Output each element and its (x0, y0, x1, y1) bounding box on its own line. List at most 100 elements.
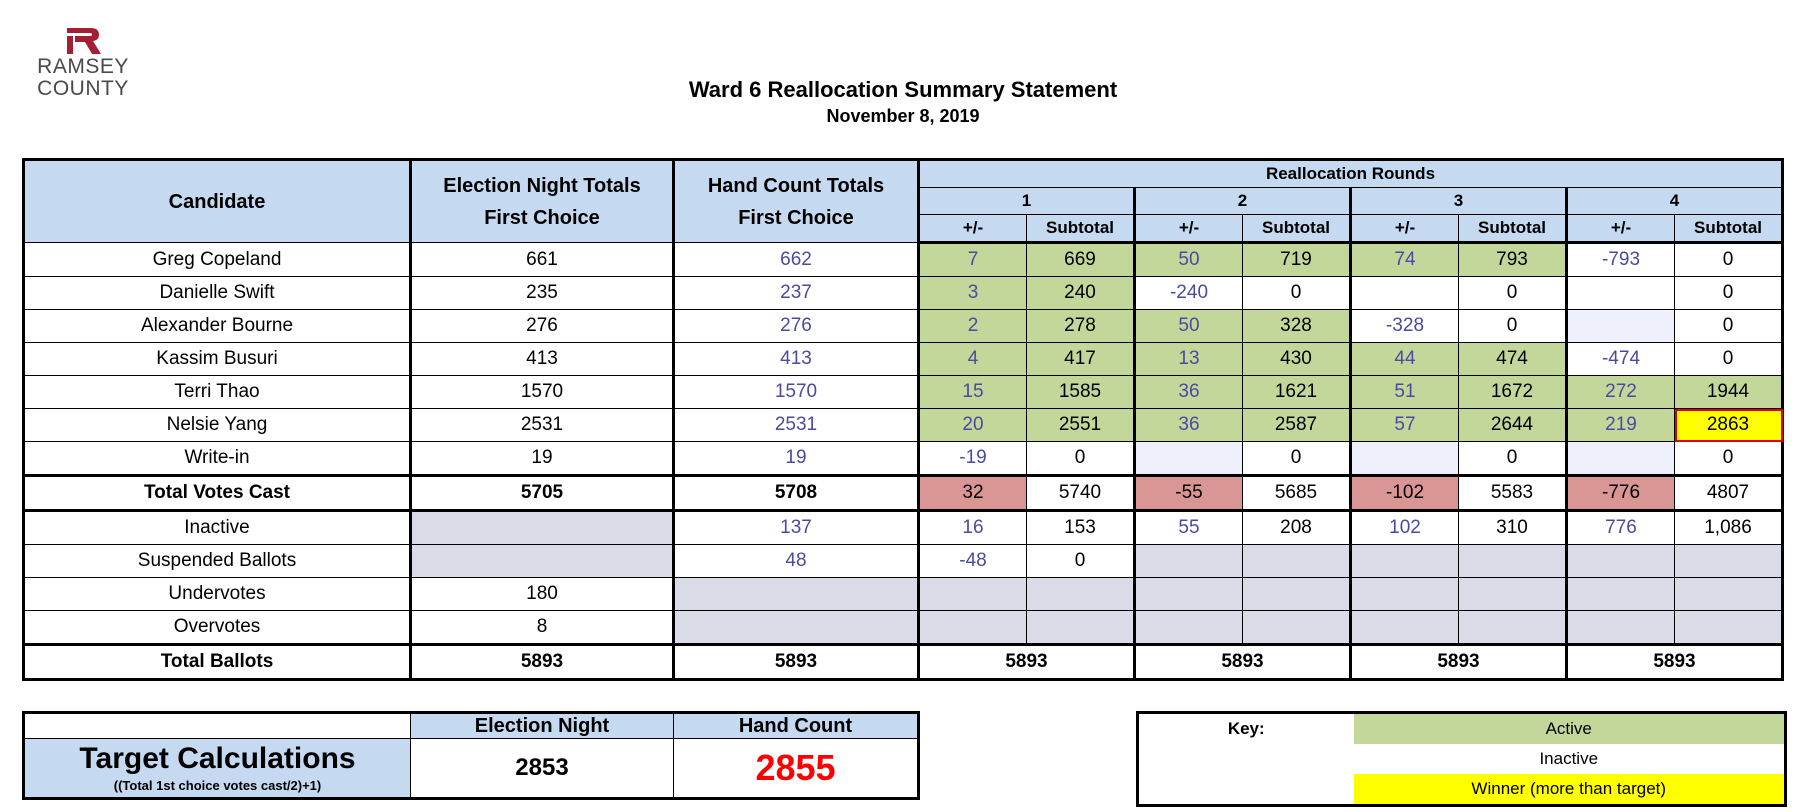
header-hand-count-line1: Hand Count Totals (707, 174, 885, 197)
target-calculations-table: Election Night Hand Count Target Calcula… (22, 711, 920, 800)
table-row-yang: Nelsie Yang 2531 2531 20 2551 36 2587 57… (23, 408, 1783, 442)
round-2-delta: 13 (1134, 342, 1243, 376)
page-title: Ward 6 Reallocation Summary Statement (688, 77, 1118, 102)
election-night-value: 5893 (410, 644, 675, 680)
round-1-delta: 7 (918, 242, 1027, 277)
round-3-subtotal: 0 (1458, 441, 1568, 477)
round-3-subtotal: 474 (1458, 342, 1568, 376)
hand-count-value: 413 (673, 342, 920, 376)
round-3-subtotal: 1672 (1458, 375, 1568, 409)
round-4-delta: 776 (1566, 510, 1675, 545)
round-3-delta: -102 (1350, 475, 1459, 512)
round-1-subtotal: 669 (1026, 242, 1136, 277)
empty-cell (1134, 610, 1243, 646)
empty-cell (1134, 544, 1243, 578)
round-3-subtotal: 0 (1458, 309, 1568, 343)
header-election-night-line1: Election Night Totals (443, 174, 641, 197)
candidate-name: Greg Copeland (23, 242, 412, 277)
logo-line-1: RAMSEY (37, 55, 129, 78)
round-2-delta: -240 (1134, 276, 1243, 310)
target-hand-count-value: 2855 (673, 738, 919, 799)
round-4-delta (1566, 276, 1675, 310)
empty-cell (1138, 744, 1354, 774)
candidate-name: Write-in (23, 441, 412, 477)
header-subtotal: Subtotal (1458, 214, 1568, 244)
round-4-delta (1566, 309, 1675, 343)
empty-cell (673, 610, 920, 646)
table-row-total-votes: Total Votes Cast 5705 5708 32 5740 -55 5… (23, 475, 1783, 512)
election-night-value: 235 (410, 276, 675, 310)
round-1-delta: 15 (918, 375, 1027, 409)
target-election-night-value: 2853 (410, 738, 674, 799)
candidate-name: Nelsie Yang (23, 408, 412, 442)
round-4-delta: -474 (1566, 342, 1675, 376)
election-night-value: 276 (410, 309, 675, 343)
round-1-subtotal: 0 (1026, 544, 1136, 578)
round-3-delta: -328 (1350, 309, 1459, 343)
table-row-inactive: Inactive 137 16 153 55 208 102 310 776 1… (23, 510, 1783, 545)
header-round-1: 1 (918, 187, 1136, 215)
key-inactive: Inactive (1539, 749, 1599, 768)
election-night-value: 8 (410, 610, 675, 646)
round-2-delta: 55 (1134, 510, 1243, 545)
hand-count-value: 1570 (673, 375, 920, 409)
election-night-value: 19 (410, 441, 675, 477)
header-delta: +/- (1350, 214, 1459, 244)
hand-count-value: 48 (673, 544, 920, 578)
hand-count-value: 137 (673, 510, 920, 545)
row-label: Total Votes Cast (23, 475, 412, 512)
empty-cell (918, 577, 1027, 611)
empty-cell (1350, 577, 1459, 611)
ramsey-logo-icon (67, 28, 101, 54)
row-label: Total Ballots (23, 644, 412, 680)
round-1-delta: 32 (918, 475, 1027, 512)
round-2-subtotal: 0 (1242, 276, 1352, 310)
target-header-election-night: Election Night (410, 712, 674, 739)
candidate-name: Danielle Swift (23, 276, 412, 310)
round-2-delta: 50 (1134, 242, 1243, 277)
table-row-total-ballots: Total Ballots 5893 5893 5893 5893 5893 5… (23, 644, 1783, 680)
round-1-subtotal: 240 (1026, 276, 1136, 310)
round-3-subtotal: 793 (1458, 242, 1568, 277)
round-1-delta: 2 (918, 309, 1027, 343)
hand-count-value: 5708 (673, 475, 920, 512)
round-1-subtotal: 5740 (1026, 475, 1136, 512)
round-2-delta: 36 (1134, 408, 1243, 442)
round-3-delta: 51 (1350, 375, 1459, 409)
header-subtotal: Subtotal (1674, 214, 1783, 244)
logo-line-2: COUNTY (37, 77, 129, 100)
election-night-value: 5705 (410, 475, 675, 512)
key-winner: Winner (more than target) (1353, 774, 1786, 806)
round-4-subtotal: 0 (1674, 242, 1783, 277)
round-2-subtotal: 719 (1242, 242, 1352, 277)
round-2-total: 5893 (1134, 644, 1352, 680)
empty-cell (1242, 577, 1352, 611)
round-1-subtotal: 417 (1026, 342, 1136, 376)
round-2-subtotal: 5685 (1242, 475, 1352, 512)
round-4-subtotal: 0 (1674, 342, 1783, 376)
empty-cell (673, 577, 920, 611)
table-row-copeland: Greg Copeland 661 662 7 669 50 719 74 79… (23, 242, 1783, 277)
empty-cell (1242, 610, 1352, 646)
round-4-delta: -776 (1566, 475, 1675, 512)
empty-cell (1674, 577, 1783, 611)
round-1-delta: 4 (918, 342, 1027, 376)
header-election-night-line2: First Choice (484, 206, 600, 229)
target-label-cell: Target Calculations ((Total 1st choice v… (23, 738, 411, 799)
empty-cell (1674, 610, 1783, 646)
round-3-delta (1350, 441, 1459, 477)
round-3-delta (1350, 276, 1459, 310)
round-4-subtotal: 1944 (1674, 375, 1783, 409)
election-night-value: 413 (410, 342, 675, 376)
header-round-4: 4 (1566, 187, 1783, 215)
round-1-subtotal: 278 (1026, 309, 1136, 343)
row-label: Overvotes (23, 610, 412, 646)
empty-cell (1134, 577, 1243, 611)
empty-cell (1138, 774, 1354, 806)
round-2-subtotal: 208 (1242, 510, 1352, 545)
empty-cell (1350, 610, 1459, 646)
table-row-swift: Danielle Swift 235 237 3 240 -240 0 0 0 (23, 276, 1783, 310)
table-row-busuri: Kassim Busuri 413 413 4 417 13 430 44 47… (23, 342, 1783, 376)
round-1-delta: 3 (918, 276, 1027, 310)
round-4-delta: -793 (1566, 242, 1675, 277)
